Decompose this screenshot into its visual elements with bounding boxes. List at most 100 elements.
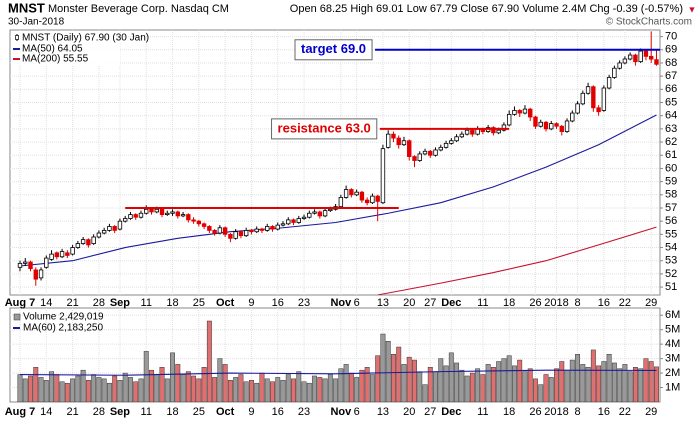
volume-bar bbox=[154, 374, 160, 402]
candle-body bbox=[380, 148, 386, 204]
candle-body bbox=[159, 208, 165, 215]
volume-bar bbox=[438, 358, 444, 402]
candle-body bbox=[428, 150, 433, 156]
candle-body bbox=[275, 224, 280, 230]
x-tick-label: 11 bbox=[477, 406, 488, 418]
candle-body bbox=[443, 142, 449, 148]
change-marker: ▼ bbox=[688, 4, 697, 14]
x-tick-label: 27 bbox=[424, 406, 436, 418]
legend-label: Volume 2,429,019 bbox=[23, 312, 104, 323]
candle-body bbox=[23, 261, 28, 264]
candle-body bbox=[596, 107, 601, 113]
volume-bar bbox=[385, 341, 391, 402]
annotation-label: resistance 63.0 bbox=[278, 120, 371, 135]
candle-body bbox=[433, 149, 438, 156]
candle-body bbox=[654, 59, 659, 65]
volume-bar bbox=[538, 384, 544, 402]
x-tick-label: 20 bbox=[403, 406, 415, 418]
volume-bar bbox=[611, 362, 617, 402]
candle-body bbox=[154, 208, 159, 213]
legend-swatch bbox=[15, 35, 19, 40]
volume-bar bbox=[354, 377, 360, 402]
volume-bar bbox=[459, 369, 465, 402]
volume-bar bbox=[70, 378, 76, 402]
volume-bar bbox=[433, 371, 438, 402]
volume-bar bbox=[312, 375, 318, 402]
x-tick-label: 13 bbox=[377, 406, 389, 418]
candle-body bbox=[591, 86, 596, 109]
candle-body bbox=[312, 211, 317, 214]
volume-bar bbox=[643, 358, 649, 402]
candle-body bbox=[96, 232, 102, 238]
candle-body bbox=[354, 191, 359, 196]
candle-body bbox=[86, 239, 91, 246]
y-tick-label: 3M bbox=[665, 353, 680, 365]
volume-bar bbox=[422, 384, 428, 402]
candle-body bbox=[117, 220, 123, 230]
y-tick-label: 2M bbox=[665, 367, 680, 379]
volume-bar bbox=[469, 372, 475, 402]
candle-body bbox=[496, 129, 501, 134]
candle-body bbox=[91, 236, 96, 244]
candle-body bbox=[638, 50, 643, 63]
x-tick-label: 27 bbox=[424, 297, 436, 309]
y-tick-label: 54 bbox=[665, 241, 677, 253]
volume-bar bbox=[454, 362, 460, 402]
volume-bar bbox=[301, 381, 307, 402]
ma-line bbox=[19, 114, 657, 267]
candle-body bbox=[149, 208, 154, 213]
volume-bar bbox=[254, 382, 260, 402]
candle-body bbox=[464, 129, 470, 135]
x-tick-label: 20 bbox=[403, 297, 415, 309]
volume-bar bbox=[33, 367, 39, 402]
volume-bar bbox=[101, 378, 107, 402]
x-tick-label: 2018 bbox=[544, 297, 568, 309]
y-tick-label: 59 bbox=[665, 176, 677, 188]
y-tick-label: 60 bbox=[665, 162, 677, 174]
volume-bar bbox=[396, 346, 402, 402]
candle-body bbox=[49, 253, 54, 260]
volume-bar bbox=[96, 377, 102, 402]
candle-body bbox=[512, 110, 517, 115]
y-tick-label: 52 bbox=[665, 268, 677, 280]
candle-body bbox=[254, 228, 259, 233]
credit: © StockCharts.com bbox=[606, 17, 692, 28]
candle-body bbox=[249, 229, 254, 233]
x-tick-label: 8 bbox=[574, 406, 580, 418]
x-tick-label: Nov bbox=[330, 406, 352, 418]
x-tick-label: Dec bbox=[441, 297, 461, 309]
candle-body bbox=[180, 214, 186, 217]
annotation-label: target 69.0 bbox=[301, 41, 366, 56]
y-tick-label: 63 bbox=[665, 123, 677, 135]
x-tick-label: 21 bbox=[66, 297, 78, 309]
candle-body bbox=[343, 189, 349, 198]
candle-body bbox=[627, 54, 633, 60]
volume-bar bbox=[59, 381, 65, 402]
candle-body bbox=[217, 227, 223, 234]
candle-body bbox=[259, 228, 265, 231]
volume-bar bbox=[22, 378, 28, 402]
candle-body bbox=[606, 77, 612, 89]
y-tick-label: 51 bbox=[665, 281, 677, 293]
volume-bar bbox=[427, 367, 433, 402]
annotation-box bbox=[294, 39, 373, 61]
volume-bar bbox=[248, 380, 254, 402]
volume-bar bbox=[522, 371, 528, 402]
x-tick-label: 9 bbox=[248, 406, 254, 418]
x-tick-label: 11 bbox=[141, 406, 152, 418]
volume-bar bbox=[306, 382, 312, 402]
x-tick-label: 16 bbox=[272, 297, 284, 309]
volume-bar bbox=[85, 380, 91, 402]
volume-bar bbox=[627, 371, 633, 402]
candle-body bbox=[370, 195, 375, 204]
candle-body bbox=[470, 129, 475, 135]
candle-body bbox=[222, 227, 228, 235]
volume-bar bbox=[138, 378, 144, 402]
volume-bar bbox=[590, 349, 596, 402]
volume-bar bbox=[448, 352, 454, 402]
volume-bar bbox=[569, 359, 575, 402]
y-tick-label: 62 bbox=[665, 136, 677, 148]
x-tick-label: 29 bbox=[645, 406, 657, 418]
candle-body bbox=[128, 214, 133, 219]
